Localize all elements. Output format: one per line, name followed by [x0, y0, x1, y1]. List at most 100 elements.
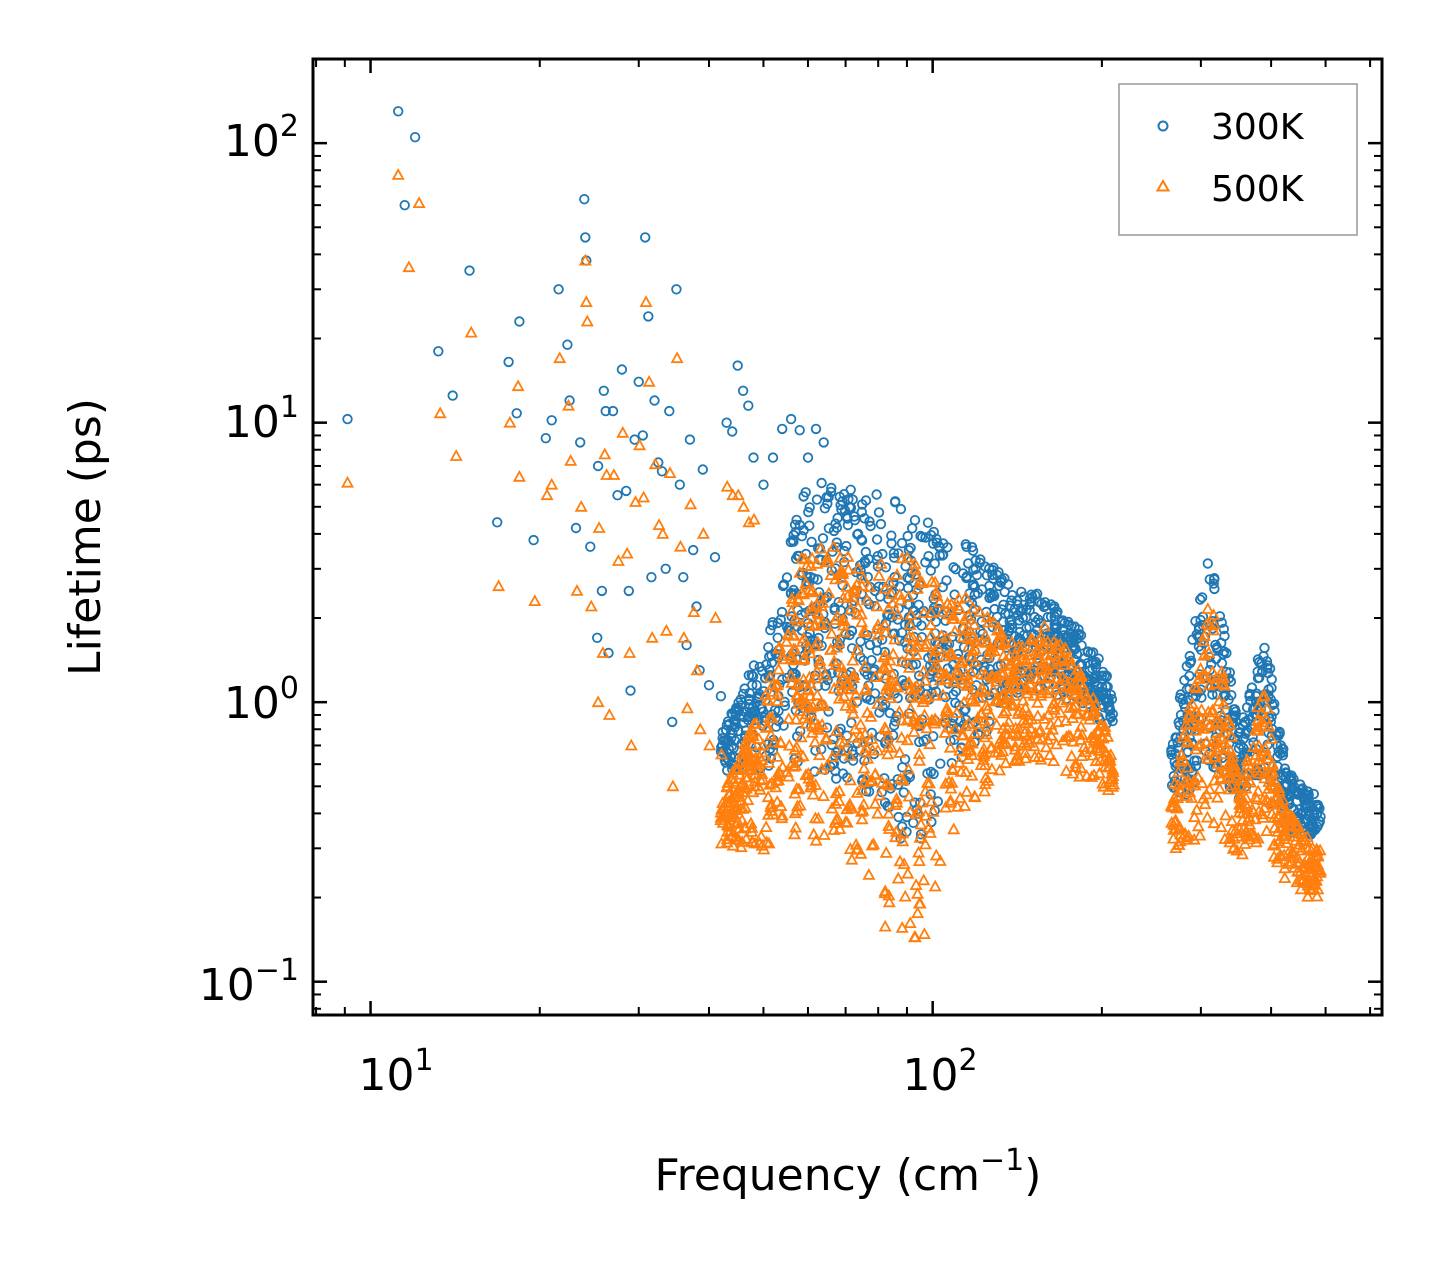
data-point: [602, 708, 616, 720]
data-point: [957, 695, 971, 708]
data-point: [965, 649, 979, 662]
data-point: [839, 699, 853, 711]
data-point: [1190, 681, 1204, 694]
y-tick-label: 101: [224, 390, 299, 448]
data-point: [930, 589, 944, 601]
data-point: [928, 768, 939, 780]
data-point: [856, 506, 868, 518]
data-point: [791, 676, 805, 689]
data-point: [802, 670, 817, 683]
data-point: [1304, 877, 1318, 889]
data-point: [1053, 677, 1067, 690]
data-point: [824, 568, 838, 580]
data-point: [785, 675, 799, 688]
data-point: [512, 469, 526, 482]
data-point: [879, 625, 893, 638]
data-point: [1249, 790, 1263, 803]
data-point: [1020, 686, 1035, 699]
data-point: [1008, 739, 1022, 752]
data-point: [464, 325, 478, 338]
data-point: [696, 527, 710, 539]
data-point: [1005, 635, 1019, 648]
data-point: [847, 668, 861, 680]
data-point: [1301, 889, 1315, 902]
y-axis-label: Lifetime (ps): [60, 398, 111, 676]
data-point: [1300, 830, 1314, 842]
data-point: [1252, 654, 1264, 665]
data-point: [625, 685, 636, 696]
data-point: [578, 253, 592, 266]
data-point: [1211, 732, 1225, 745]
data-point: [916, 664, 931, 677]
data-point: [612, 490, 623, 501]
data-point: [553, 284, 564, 295]
data-point: [1215, 664, 1229, 677]
data-point: [624, 738, 638, 751]
data-point: [867, 837, 881, 850]
data-point: [810, 423, 822, 435]
data-point: [938, 538, 949, 549]
data-point: [1006, 595, 1017, 606]
data-point: [1087, 768, 1101, 780]
data-point: [834, 571, 848, 584]
data-point: [944, 781, 958, 794]
data-point: [1198, 797, 1212, 810]
data-point: [788, 536, 799, 547]
data-point: [936, 714, 950, 727]
data-point: [1066, 711, 1080, 723]
data-point: [939, 800, 953, 813]
data-point: [1175, 689, 1186, 700]
data-point: [959, 590, 973, 603]
data-point: [729, 777, 743, 789]
data-point: [1076, 699, 1090, 712]
data-point: [871, 628, 885, 641]
data-point: [788, 642, 802, 655]
data-point: [1030, 617, 1041, 628]
data-point: [1004, 600, 1016, 611]
data-point: [1187, 832, 1201, 845]
data-point: [833, 822, 847, 834]
data-point: [1217, 725, 1231, 738]
data-point: [729, 763, 743, 775]
data-point: [879, 846, 893, 858]
data-point: [1206, 665, 1220, 677]
data-point: [858, 744, 872, 757]
data-point: [893, 772, 907, 784]
data-point: [881, 660, 895, 673]
data-point: [837, 689, 851, 702]
data-point: [1214, 771, 1228, 783]
data-point: [920, 557, 931, 568]
data-point: [1257, 801, 1271, 813]
data-point: [1210, 790, 1224, 803]
data-point: [1285, 772, 1296, 783]
data-point: [1102, 775, 1116, 787]
data-point: [895, 503, 907, 515]
data-point: [681, 639, 692, 651]
data-point: [1172, 838, 1186, 850]
data-point: [1171, 765, 1186, 778]
data-point: [837, 614, 851, 627]
data-point: [621, 485, 632, 497]
data-point: [819, 503, 831, 514]
legend-marker-500k: [1155, 179, 1171, 192]
data-point: [1057, 625, 1069, 636]
data-point: [872, 788, 886, 801]
data-point: [1193, 828, 1207, 841]
data-point: [943, 646, 957, 659]
data-point: [1030, 590, 1041, 601]
data-point: [1303, 854, 1317, 867]
data-point: [720, 479, 734, 492]
data-point: [1196, 592, 1208, 603]
legend-label-500k: 500K: [1211, 169, 1305, 210]
data-point: [1193, 710, 1207, 722]
data-point: [690, 663, 704, 676]
data-point: [391, 168, 405, 180]
data-point: [592, 460, 604, 472]
data-point: [623, 585, 635, 597]
data-point: [844, 629, 855, 641]
data-point: [799, 707, 813, 720]
data-point: [1240, 800, 1254, 813]
data-point: [764, 728, 778, 740]
data-point: [725, 772, 739, 784]
data-point: [797, 631, 811, 644]
